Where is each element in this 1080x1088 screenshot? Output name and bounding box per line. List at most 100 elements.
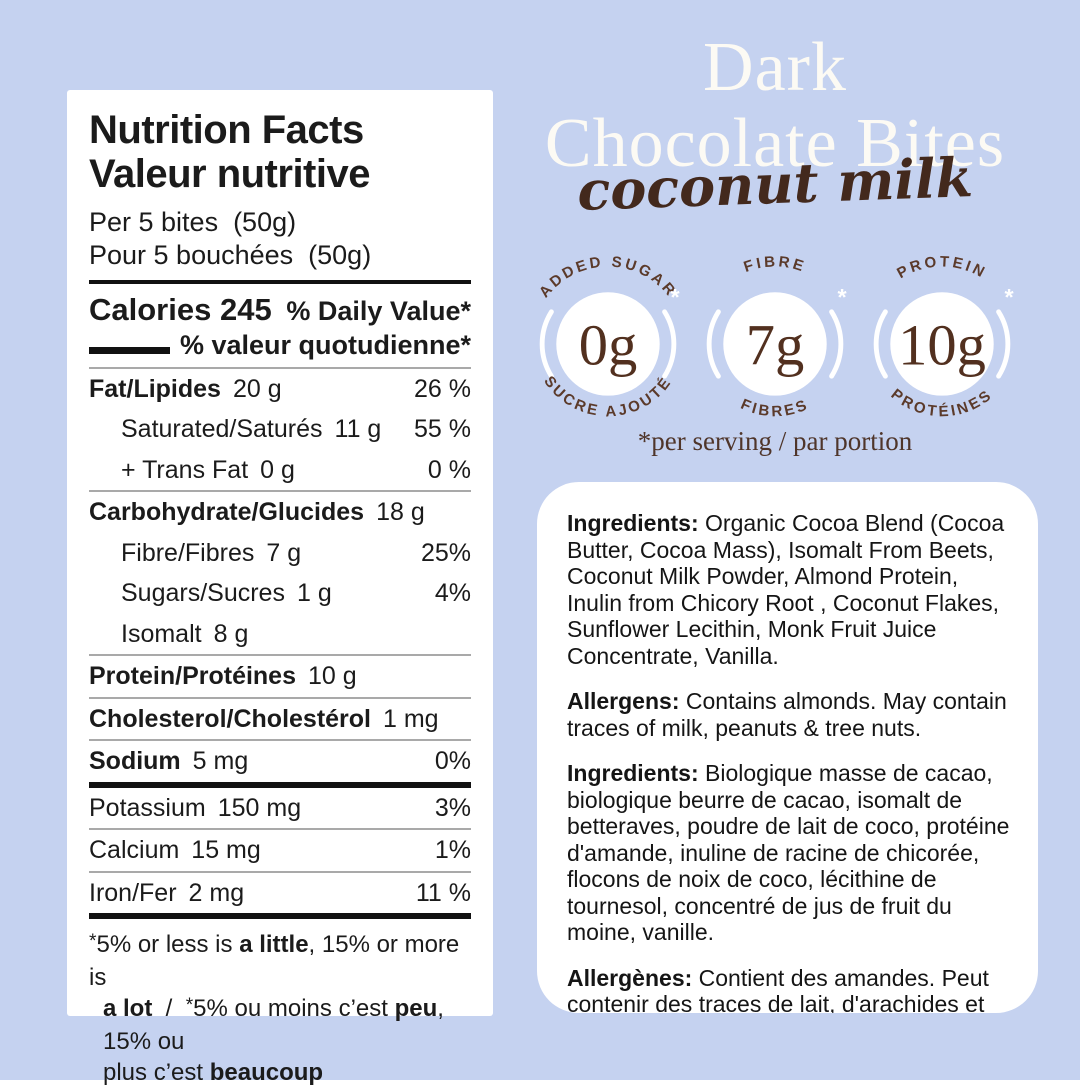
nutrient-row-fibre: Fibre/Fibres 7 g 25% <box>89 533 471 574</box>
nutrient-amount: 0 g <box>260 455 295 484</box>
nutrient-dv: 11 % <box>415 878 471 907</box>
footnote-bold: a little <box>239 931 309 959</box>
nutrient-label: Sodium <box>89 747 181 776</box>
footnote-star: * <box>89 930 97 952</box>
footnote-bold: beaucoup <box>209 1059 324 1087</box>
badge-top-label: PROTEIN <box>894 253 989 282</box>
badge-top-text: FIBRE <box>742 253 806 276</box>
nutrient-label: Potassium <box>89 793 206 822</box>
nutrient-label: Sugars/Sucres <box>121 579 285 608</box>
serving-size-fr: Pour 5 bouchées (50g) <box>89 239 372 270</box>
nutrient-amount: 18 g <box>376 498 425 527</box>
nutrient-dv: 3% <box>434 793 471 822</box>
nutrient-label: Calcium <box>89 836 180 865</box>
stat-badges: ADDED SUGAR * 0g SUCRE AJOUTÉ FIBRE * 7g… <box>528 250 1022 436</box>
separator-heavy <box>89 279 471 284</box>
nutrient-row-carbohydrate: Carbohydrate/Glucides 18 g <box>89 490 471 533</box>
footnote-line2: a lot / *5% ou moins c’est peu, 15% ou <box>89 993 471 1057</box>
nutrient-row-sugars: Sugars/Sucres 1 g 4% <box>89 573 471 614</box>
ingredients-en: Ingredients: Organic Cocoa Blend (Cocoa … <box>567 510 1010 669</box>
nutrient-amount: 11 g <box>334 415 382 444</box>
nutrient-label: Iron/Fer <box>89 878 177 907</box>
allergens-fr-text: Contient des amandes. Peut contenir des … <box>567 964 989 1014</box>
badge-top-text: PROTEIN <box>894 253 987 282</box>
footnote-text: / <box>152 995 186 1023</box>
left-paren-arc <box>539 309 554 379</box>
nutrient-label: + Trans Fat <box>121 455 249 484</box>
badge-asterisk-icon: * <box>1004 284 1014 310</box>
badge-asterisk-icon: * <box>837 284 847 310</box>
nutrient-row-cholesterol: Cholesterol/Cholestérol 1 mg <box>89 696 471 740</box>
badge-fibre: FIBRE * 7g FIBRES <box>706 253 847 421</box>
badge-bottom-label: FIBRES <box>738 396 812 421</box>
nutrient-amount: 2 mg <box>188 878 245 907</box>
daily-value-header-en: % Daily Value* <box>286 295 471 326</box>
nutrient-amount: 1 mg <box>383 704 439 733</box>
badge-added-sugar: ADDED SUGAR * 0g SUCRE AJOUTÉ <box>536 253 681 420</box>
nutrient-row-sodium: Sodium 5 mg 0% <box>89 739 471 782</box>
calories-word: Calories <box>89 291 212 327</box>
calories-label: Calories 245 <box>89 292 272 328</box>
nutrient-row-potassium: Potassium 150 mg 3% <box>89 781 471 829</box>
badge-value: 10g <box>898 312 986 377</box>
footnote-star: * <box>185 994 194 1016</box>
badge-value: 0g <box>579 312 638 377</box>
calories-block: Calories 245 % Daily Value* % valeur quo… <box>89 284 471 369</box>
badge-circle <box>890 292 994 396</box>
nutrient-label: Isomalt <box>121 619 202 648</box>
nutrient-amount: 150 mg <box>217 793 302 822</box>
footnote-line1: *5% or less is a little, 15% or more is <box>89 929 471 993</box>
right-paren-arc <box>662 309 677 379</box>
badge-bottom-text: FIBRES <box>738 396 809 421</box>
ingredients-panel: Ingredients: Organic Cocoa Blend (Cocoa … <box>537 482 1038 1013</box>
right-paren-arc <box>996 309 1011 379</box>
nutrient-row-iron: Iron/Fer 2 mg 11 % <box>89 870 471 914</box>
nutrient-label: Saturated/Saturés <box>121 415 323 444</box>
footnote-text: , 15% ou <box>103 995 444 1056</box>
nutrient-amount: 1 g <box>296 579 332 608</box>
badge-circle <box>556 292 660 396</box>
nutrient-amount: 20 g <box>232 374 282 403</box>
footnote-bold: a lot <box>103 995 153 1023</box>
nutrient-dv: 55 % <box>414 415 471 444</box>
per-serving-note: *per serving / par portion <box>637 426 913 456</box>
allergens-fr-lead: Allergènes: <box>567 964 693 991</box>
nutrient-label: Fat/Lipides <box>89 374 221 403</box>
footnote-line3: plus c’est beaucoup <box>89 1057 471 1088</box>
nutrient-label: Fibre/Fibres <box>121 538 255 567</box>
daily-value-header-fr: % valeur quotudienne* <box>179 329 471 360</box>
nutrient-row-protein: Protein/Protéines 10 g <box>89 654 471 697</box>
footnote-text: 5% or less is <box>96 931 240 959</box>
nutrient-dv: 0% <box>434 747 471 776</box>
ingredients-en-text: Organic Cocoa Blend (Cocoa Butter, Cocoa… <box>567 510 1005 669</box>
allergens-fr: Allergènes: Contient des amandes. Peut c… <box>567 965 1010 1014</box>
ingredients-fr-lead: Ingredients: <box>567 760 699 786</box>
nutrient-label: Protein/Protéines <box>89 662 296 691</box>
badge-value: 7g <box>746 312 805 377</box>
ingredients-fr: Ingredients: Biologique masse de cacao, … <box>567 760 1010 946</box>
nutrient-dv: 4% <box>434 579 471 608</box>
serving-size: Per 5 bites (50g) Pour 5 bouchées (50g) <box>89 206 471 272</box>
nutrient-row-trans: + Trans Fat 0 g 0 % <box>89 450 471 491</box>
serving-size-en: Per 5 bites (50g) <box>89 207 297 237</box>
left-paren-arc <box>873 309 888 379</box>
product-title-line1: Dark <box>703 29 847 106</box>
nutrient-amount: 8 g <box>213 619 249 648</box>
nutrient-row-fat: Fat/Lipides 20 g 26 % <box>89 369 471 410</box>
footnote-text: 5% ou moins c’est <box>193 995 395 1023</box>
daily-value-footnote: *5% or less is a little, 15% or more is … <box>89 913 471 1088</box>
nutrient-dv: 26 % <box>414 374 471 403</box>
nutrition-facts-panel: Nutrition Facts Valeur nutritive Per 5 b… <box>67 90 493 1086</box>
footnote-bold: peu <box>394 995 438 1023</box>
nutrient-amount: 7 g <box>266 538 302 567</box>
allergens-en: Allergens: Contains almonds. May contain… <box>567 688 1010 741</box>
ingredients-en-lead: Ingredients: <box>567 510 699 536</box>
nutrient-label: Carbohydrate/Glucides <box>89 498 365 527</box>
nutrient-row-isomalt: Isomalt 8 g <box>89 614 471 655</box>
allergens-en-lead: Allergens: <box>567 688 680 714</box>
nutrient-dv: 1% <box>434 836 471 865</box>
product-title-line2: Chocolate Bites <box>544 105 1006 182</box>
nutrition-facts-title-fr: Valeur nutritive <box>89 152 370 196</box>
right-paren-arc <box>829 309 844 379</box>
